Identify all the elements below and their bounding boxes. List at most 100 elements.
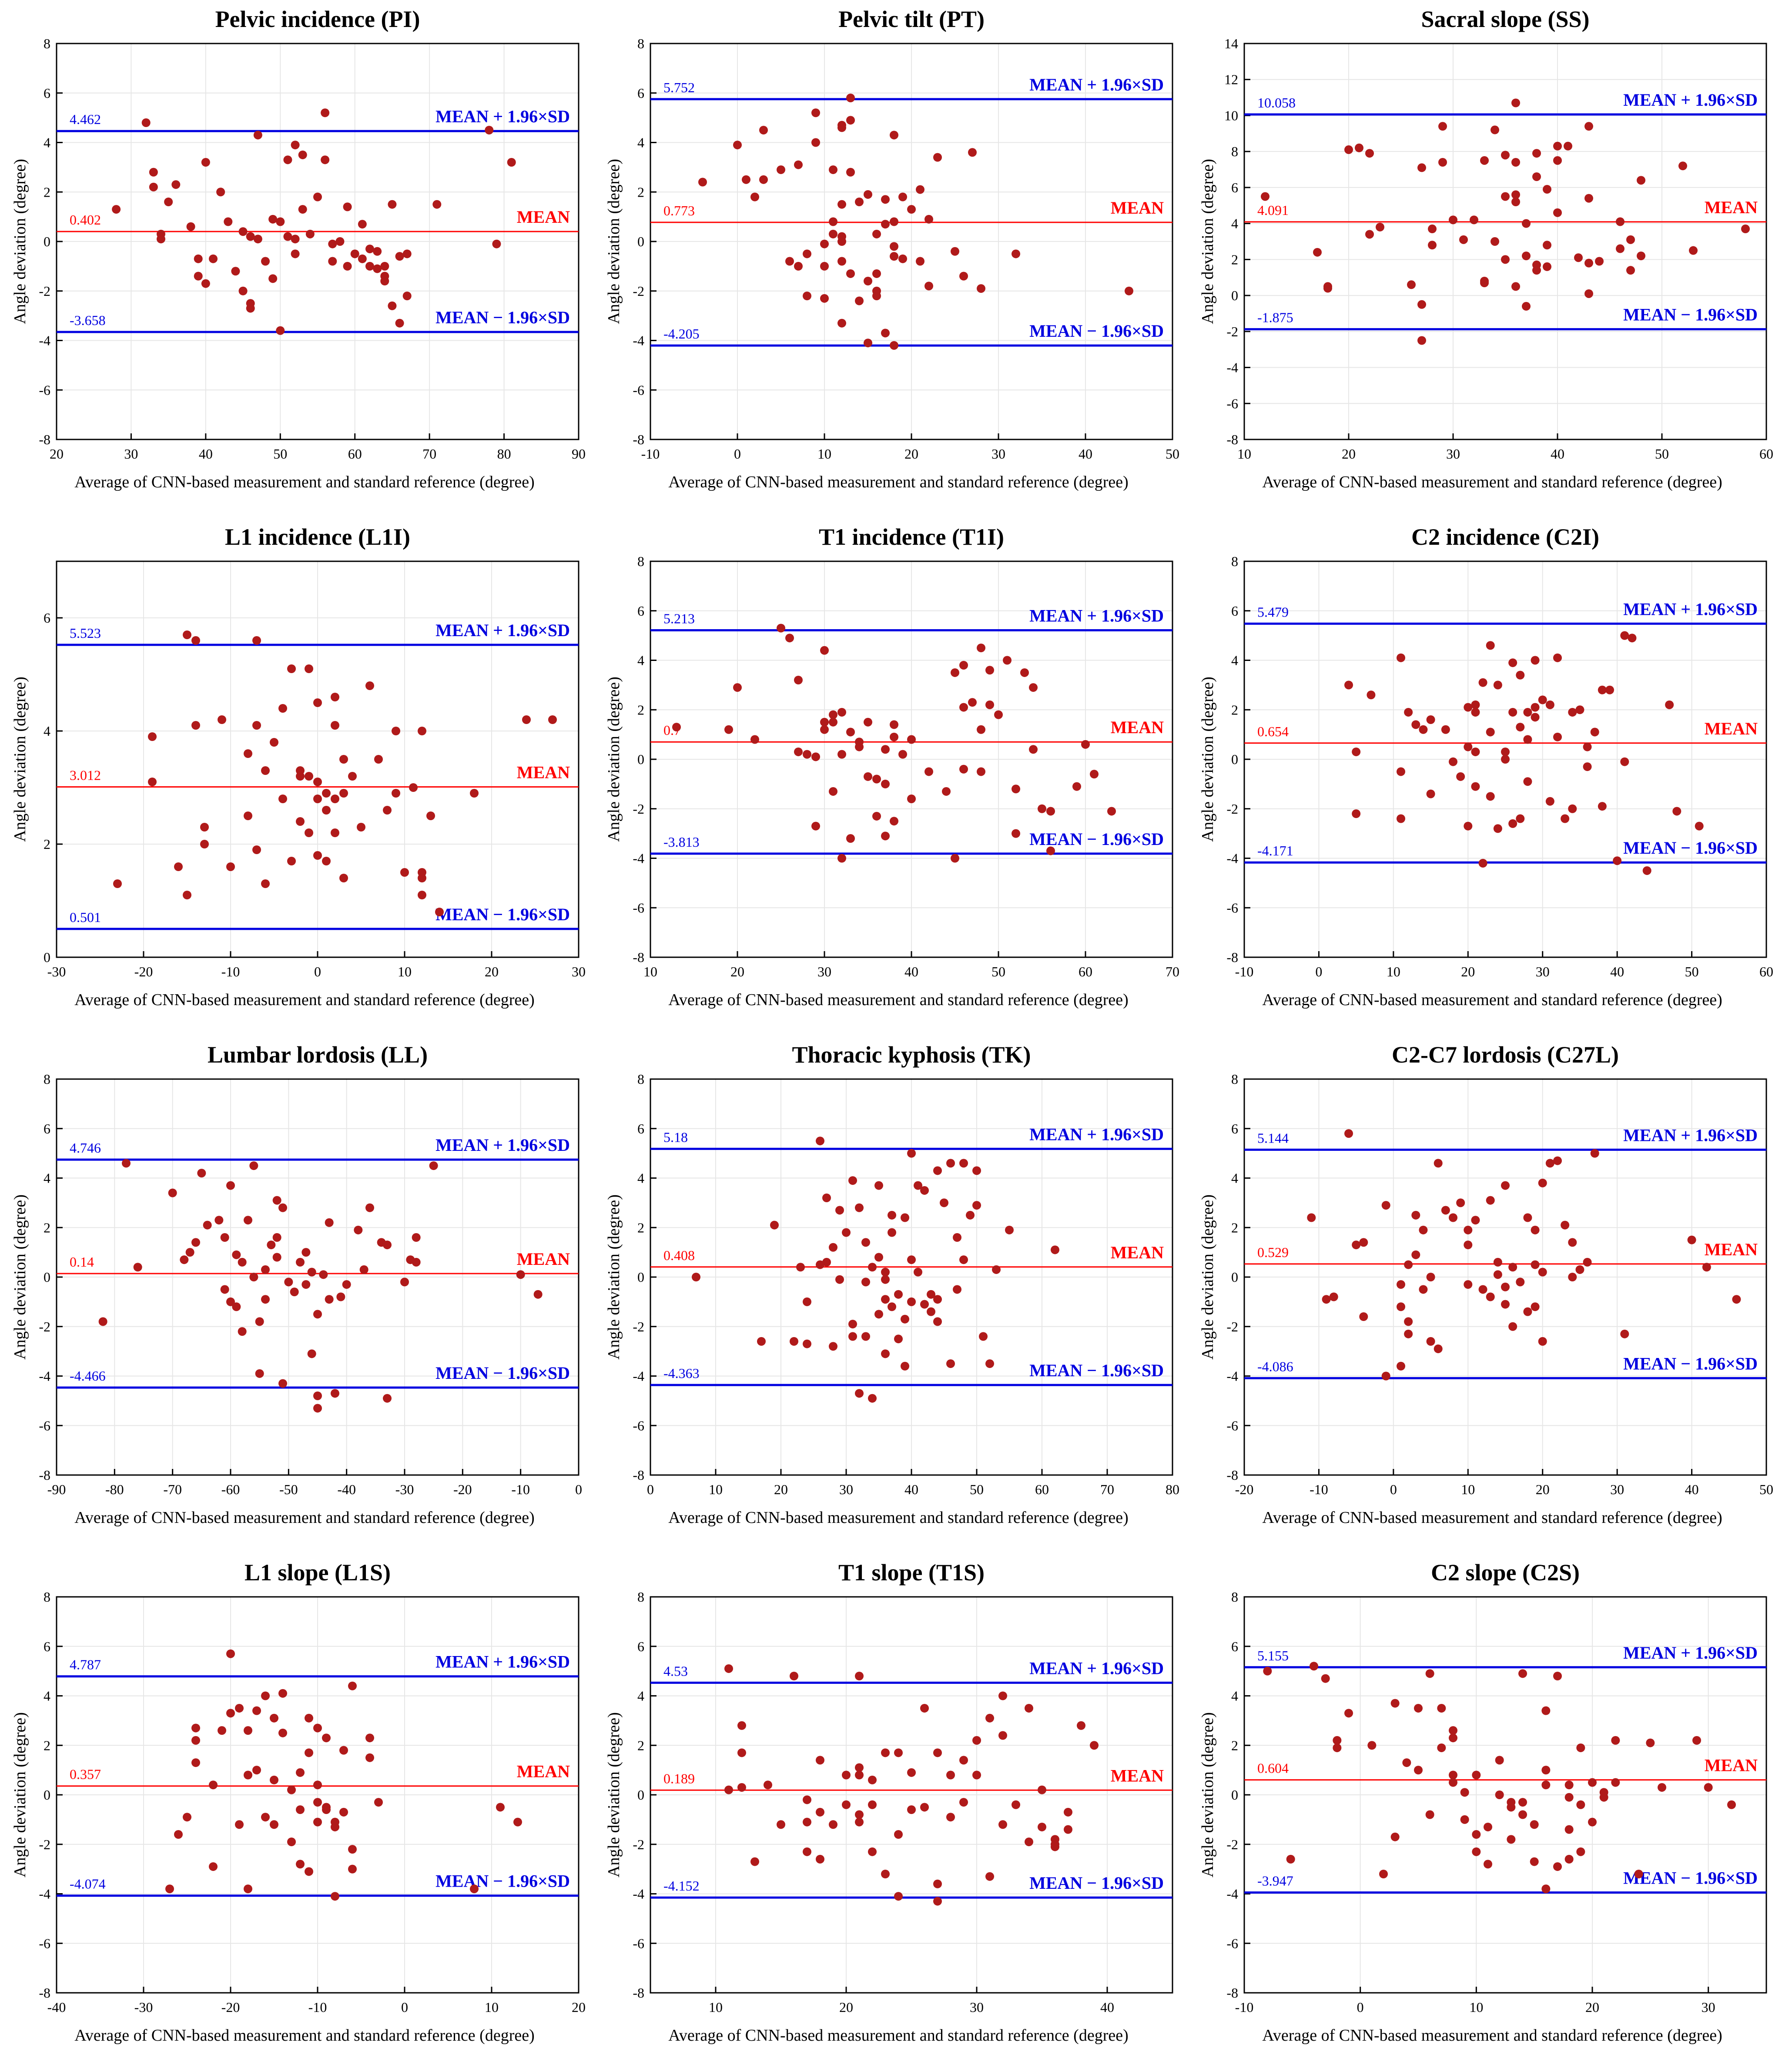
data-point <box>1501 755 1510 764</box>
x-tick-label: -30 <box>47 964 66 979</box>
x-tick-label: 20 <box>572 1999 586 2015</box>
data-point <box>820 294 829 303</box>
data-point <box>339 1807 348 1817</box>
data-point <box>400 1277 409 1287</box>
data-point <box>358 254 367 263</box>
data-point <box>861 1332 870 1341</box>
y-tick-label: -4 <box>39 1368 50 1384</box>
x-tick-label: -50 <box>279 1482 298 1497</box>
data-point <box>985 1713 994 1723</box>
y-tick-label: 8 <box>1231 1589 1238 1605</box>
y-axis-label: Angle deviation (degree) <box>605 677 623 842</box>
x-tick-label: 50 <box>1166 446 1179 462</box>
data-point <box>429 1161 438 1170</box>
data-point <box>272 1196 281 1205</box>
data-point <box>1411 1250 1420 1259</box>
data-point <box>803 1817 811 1827</box>
data-point <box>1456 772 1465 781</box>
data-point <box>914 1267 922 1277</box>
data-point <box>412 1233 421 1242</box>
data-point <box>842 1800 851 1809</box>
data-point <box>881 779 890 788</box>
y-axis-label: Angle deviation (degree) <box>1199 159 1217 324</box>
y-tick-label: 6 <box>44 1121 50 1137</box>
chart-panel-3: Sacral slope (SS) 10 20 30 40 50 60 -8 -6 -4 -2 0 2 4… <box>1188 0 1782 518</box>
data-point <box>855 1672 864 1680</box>
data-point <box>409 783 418 792</box>
data-point <box>940 1198 948 1207</box>
data-point <box>692 1273 700 1281</box>
chart-panel-2: Pelvic tilt (PT) -10 0 10 20 30 40 50 -8 -6 -4 -2 0 2… <box>594 0 1188 518</box>
data-point <box>244 749 252 758</box>
y-tick-label: 8 <box>637 1071 644 1087</box>
data-point <box>842 1228 851 1237</box>
data-point <box>985 666 994 675</box>
mean-value-label: 0.604 <box>1257 1760 1289 1776</box>
data-point <box>985 700 994 709</box>
data-point <box>907 1297 916 1306</box>
data-point <box>1541 1884 1551 1894</box>
data-point <box>848 1176 857 1185</box>
y-tick-label: 4 <box>1231 1688 1238 1704</box>
y-tick-label: 0 <box>44 234 50 249</box>
data-point <box>305 664 313 673</box>
data-point <box>253 235 262 244</box>
data-point <box>1516 814 1525 823</box>
y-tick-label: 2 <box>44 1220 50 1235</box>
lower-value-label: -4.466 <box>70 1368 106 1384</box>
data-point <box>933 1166 942 1175</box>
y-axis-label: Angle deviation (degree) <box>1199 1712 1217 1878</box>
data-point <box>1012 829 1020 838</box>
data-point <box>255 1317 264 1326</box>
data-point <box>1419 1225 1428 1234</box>
data-point <box>270 1713 278 1723</box>
data-point <box>1574 253 1583 262</box>
data-point <box>1508 1322 1517 1331</box>
data-point <box>1634 1870 1643 1878</box>
data-point <box>920 1186 929 1195</box>
y-axis-label: Angle deviation (degree) <box>605 1712 623 1878</box>
data-point <box>209 1862 218 1871</box>
data-point <box>977 284 985 293</box>
data-point <box>342 1280 351 1289</box>
data-point <box>1541 1780 1551 1790</box>
y-tick-label: 8 <box>44 1071 50 1087</box>
y-tick-label: -2 <box>1226 324 1238 339</box>
y-tick-label: -6 <box>633 382 644 398</box>
data-point <box>992 1265 1001 1274</box>
x-axis-label: Average of CNN-based measurement and sta… <box>668 1509 1128 1527</box>
data-point <box>816 1854 824 1864</box>
chart-title: Pelvic tilt (PT) <box>838 6 985 32</box>
x-tick-label: 0 <box>1357 1999 1364 2015</box>
x-tick-label: 60 <box>1079 964 1092 979</box>
data-point <box>1493 1257 1502 1267</box>
data-point <box>226 1649 235 1658</box>
chart-svg: L1 slope (L1S)-40 -30 -20 -10 0 10 20-8-6-4-20… <box>11 1559 586 2045</box>
x-tick-label: 0 <box>647 1482 654 1497</box>
chart-title: C2 incidence (C2I) <box>1411 524 1599 550</box>
data-point <box>313 698 322 707</box>
data-point <box>1460 1788 1469 1797</box>
x-tick-label: -40 <box>47 1999 66 2015</box>
data-point <box>1741 225 1750 234</box>
data-point <box>1628 634 1637 643</box>
data-point <box>365 1733 374 1743</box>
data-point <box>435 908 444 916</box>
x-tick-label: -10 <box>641 446 660 462</box>
data-point <box>724 1785 733 1794</box>
mean-value-label: 4.091 <box>1257 202 1289 218</box>
data-point <box>149 182 158 191</box>
x-tick-label: 40 <box>904 1482 918 1497</box>
data-point <box>1486 641 1495 650</box>
data-point <box>209 254 218 263</box>
data-point <box>331 1817 339 1827</box>
y-tick-label: 6 <box>1231 180 1238 195</box>
data-point <box>1329 1292 1338 1301</box>
y-tick-label: 6 <box>44 1639 50 1654</box>
data-point <box>1538 1337 1547 1346</box>
data-point <box>777 1820 785 1829</box>
data-point <box>1590 1149 1599 1158</box>
data-point <box>235 1703 244 1713</box>
data-point <box>1404 707 1413 717</box>
data-point <box>278 1728 287 1737</box>
